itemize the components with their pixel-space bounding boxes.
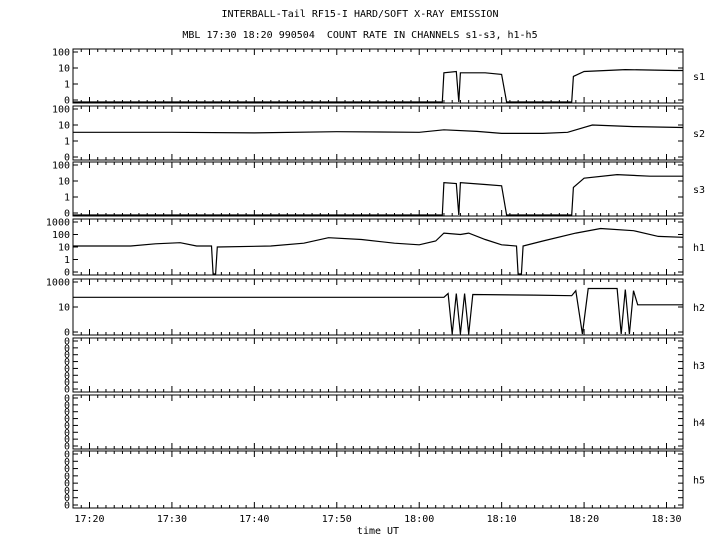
ytick-label-h4: 0 xyxy=(64,414,70,425)
ytick-label-h5: 0 xyxy=(64,457,70,468)
xtick-label: 17:30 xyxy=(157,514,187,525)
ytick-label-h2: 0 xyxy=(64,328,70,339)
series-label-h2: h2 xyxy=(693,303,705,314)
ytick-label-h2: 1000 xyxy=(46,278,70,289)
x-axis-label: time UT xyxy=(357,526,399,537)
panel-frame-s2 xyxy=(72,105,684,161)
series-label-s1: s1 xyxy=(693,72,705,83)
ytick-label-h1: 1 xyxy=(64,255,70,266)
ytick-label-h4: 0 xyxy=(64,407,70,418)
panel-frame-s1 xyxy=(72,48,684,104)
ytick-label-s3: 10 xyxy=(58,177,70,188)
ytick-label-h3: 0 xyxy=(64,350,70,361)
series-line-h2 xyxy=(73,287,683,335)
series-label-s2: s2 xyxy=(693,129,705,140)
ytick-label-h3: 0 xyxy=(64,385,70,396)
xtick-label: 18:00 xyxy=(404,514,434,525)
ytick-label-h3: 0 xyxy=(64,357,70,368)
ytick-label-h1: 10 xyxy=(58,243,70,254)
xtick-label: 17:50 xyxy=(322,514,352,525)
ytick-label-s3: 100 xyxy=(52,161,70,172)
series-line-s3 xyxy=(73,173,683,216)
xtick-label: 17:20 xyxy=(74,514,104,525)
chart-title: INTERBALL-Tail RF15-I HARD/SOFT X-RAY EM… xyxy=(221,9,499,20)
ytick-label-s3: 0 xyxy=(64,209,70,220)
series-label-h3: h3 xyxy=(693,361,705,372)
ytick-label-h5: 0 xyxy=(64,479,70,490)
ytick-label-h3: 0 xyxy=(64,337,70,348)
ytick-label-s3: 1 xyxy=(64,193,70,204)
ytick-label-h4: 0 xyxy=(64,442,70,453)
chart-subtitle: MBL 17:30 18:20 990504 COUNT RATE IN CHA… xyxy=(182,30,538,41)
series-label-h4: h4 xyxy=(693,418,705,429)
series-line-h1 xyxy=(73,227,684,275)
ytick-label-h2: 10 xyxy=(58,303,70,314)
ytick-label-h4: 0 xyxy=(64,421,70,432)
ytick-label-s2: 1 xyxy=(64,137,70,148)
ytick-label-h1: 1000 xyxy=(46,218,70,229)
xtick-label: 18:20 xyxy=(569,514,599,525)
panel-frame-h1 xyxy=(72,218,684,276)
ytick-label-s1: 100 xyxy=(52,48,70,59)
panel-frame-h4 xyxy=(72,394,684,450)
xtick-label: 18:30 xyxy=(651,514,681,525)
ytick-label-h5: 0 xyxy=(64,464,70,475)
ytick-label-h5: 0 xyxy=(64,471,70,482)
ytick-label-h5: 0 xyxy=(64,493,70,504)
ytick-label-h1: 100 xyxy=(52,230,70,241)
ytick-label-h3: 0 xyxy=(64,378,70,389)
ytick-label-s2: 0 xyxy=(64,153,70,164)
ytick-label-s1: 10 xyxy=(58,64,70,75)
ytick-label-h3: 0 xyxy=(64,343,70,354)
ytick-label-h1: 0 xyxy=(64,268,70,279)
xtick-label: 18:10 xyxy=(487,514,517,525)
panel-frame-h3 xyxy=(72,337,684,393)
ytick-label-s1: 1 xyxy=(64,80,70,91)
xtick-label: 17:40 xyxy=(239,514,269,525)
ytick-label-h5: 0 xyxy=(64,486,70,497)
ytick-label-s2: 100 xyxy=(52,105,70,116)
series-label-h1: h1 xyxy=(693,243,705,254)
series-label-h5: h5 xyxy=(693,476,705,487)
ytick-label-h5: 0 xyxy=(64,450,70,461)
panel-frame-h2 xyxy=(72,278,684,336)
ytick-label-h5: 0 xyxy=(64,501,70,512)
panel-frame-s3 xyxy=(72,161,684,217)
ytick-label-s2: 10 xyxy=(58,121,70,132)
ytick-label-h3: 0 xyxy=(64,371,70,382)
ytick-label-h4: 0 xyxy=(64,400,70,411)
panel-frame-h5 xyxy=(72,450,684,509)
ytick-label-s1: 0 xyxy=(64,96,70,107)
ytick-label-h4: 0 xyxy=(64,428,70,439)
ytick-label-h4: 0 xyxy=(64,394,70,405)
ytick-label-h3: 0 xyxy=(64,364,70,375)
series-label-s3: s3 xyxy=(693,185,705,196)
series-line-s2 xyxy=(73,124,684,134)
ytick-label-h4: 0 xyxy=(64,435,70,446)
series-line-s1 xyxy=(73,68,683,103)
